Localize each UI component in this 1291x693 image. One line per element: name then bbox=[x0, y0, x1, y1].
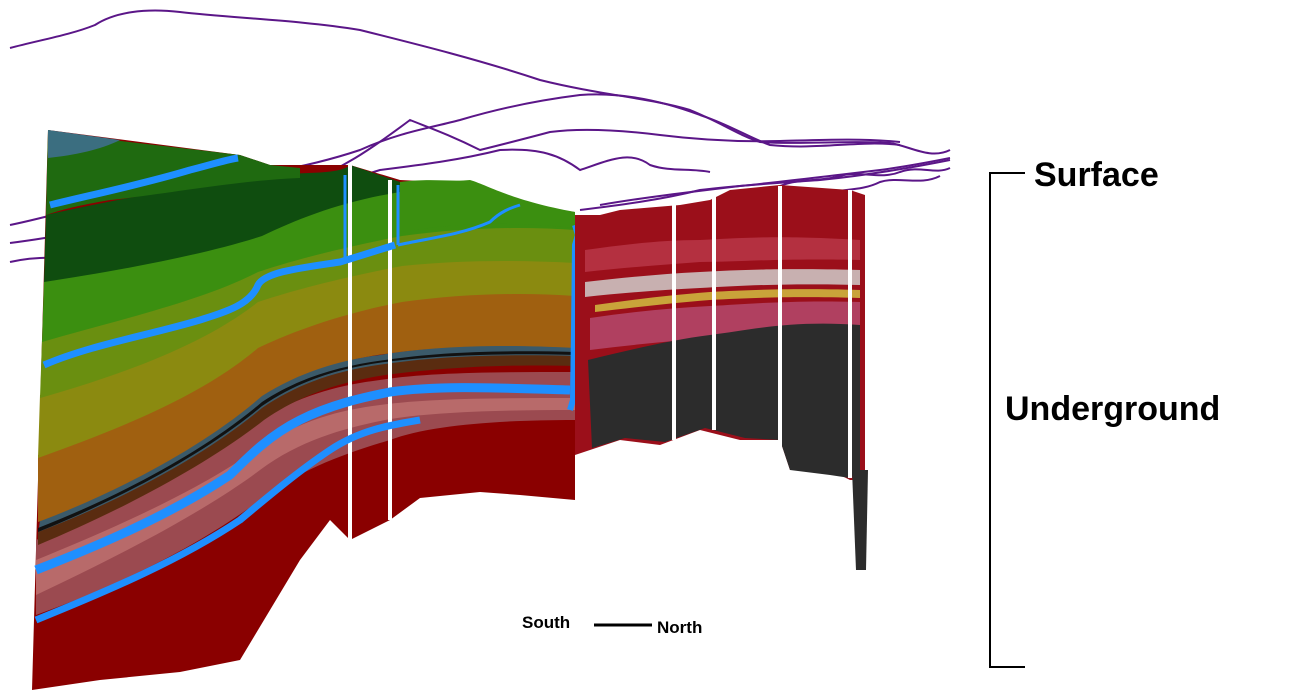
fault bbox=[348, 165, 352, 540]
stratum-teal bbox=[48, 130, 120, 158]
stratum-dark-green bbox=[44, 165, 400, 282]
bracket-line bbox=[989, 172, 1025, 668]
fault bbox=[848, 190, 852, 478]
stratum-east-rose bbox=[590, 301, 860, 350]
aquifer-lines bbox=[34, 154, 593, 624]
aquifer-line bbox=[34, 416, 421, 624]
aquifer-line bbox=[42, 241, 397, 369]
aquifer-line bbox=[34, 383, 571, 575]
stratum-pink bbox=[36, 398, 575, 595]
fault bbox=[388, 180, 392, 520]
south-label: South bbox=[522, 613, 570, 632]
stratum-east-tail bbox=[852, 470, 868, 570]
orientation-indicator: South North bbox=[522, 613, 702, 637]
fault bbox=[778, 186, 782, 470]
stratum-slate bbox=[38, 345, 575, 535]
stratum-light-green bbox=[400, 180, 575, 232]
depth-bracket bbox=[989, 172, 1025, 668]
north-label: North bbox=[657, 618, 702, 637]
stratum-ochre-brown bbox=[38, 292, 575, 522]
aquifer-line bbox=[343, 175, 521, 260]
east-section bbox=[575, 185, 868, 570]
fault bbox=[672, 200, 676, 440]
west-section bbox=[32, 130, 575, 690]
stratum-east-gold bbox=[595, 289, 860, 312]
stratum-rose bbox=[36, 372, 575, 615]
surface-trace bbox=[599, 157, 951, 206]
stratum-east-shale bbox=[588, 323, 860, 478]
surface-label: Surface bbox=[1034, 156, 1159, 194]
stratum-bright-green bbox=[42, 189, 575, 342]
stratum-olive bbox=[38, 259, 575, 458]
stratum-brown bbox=[38, 355, 575, 545]
surface-trace bbox=[779, 167, 951, 187]
aquifer-line bbox=[49, 154, 239, 209]
stratum-east-light-red bbox=[585, 237, 860, 272]
stratum-east-pink bbox=[585, 269, 860, 297]
underground-label: Underground bbox=[1005, 390, 1220, 428]
surface-trace bbox=[9, 9, 951, 155]
fault bbox=[712, 196, 716, 430]
